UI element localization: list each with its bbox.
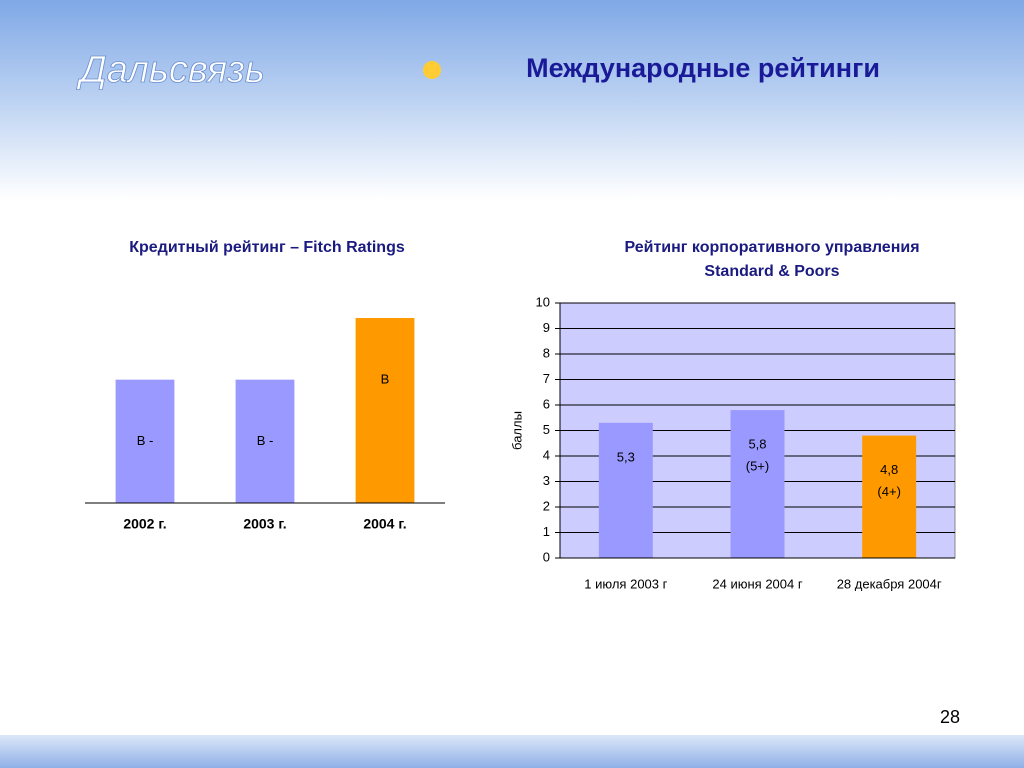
y-tick-label: 2: [543, 498, 550, 513]
y-tick-label: 7: [543, 371, 550, 386]
y-tick-label: 1: [543, 524, 550, 539]
bar: [730, 410, 785, 558]
value-label: 5,3: [617, 449, 635, 464]
y-tick-label: 9: [543, 320, 550, 335]
y-tick-label: 3: [543, 473, 550, 488]
bar: [862, 435, 917, 558]
chart-title: Рейтинг корпоративного управления: [624, 239, 919, 256]
footer-strip: [0, 735, 1024, 768]
value-label: (5+): [746, 459, 769, 474]
x-tick-label: 2002 г.: [123, 516, 166, 532]
y-tick-label: 5: [543, 422, 550, 437]
x-tick-label: 24 июня 2004 г: [712, 576, 802, 591]
bar: [355, 318, 415, 503]
y-tick-label: 0: [543, 549, 550, 564]
value-label: (4+): [877, 484, 900, 499]
value-label: B -: [257, 433, 274, 448]
value-label: 5,8: [748, 437, 766, 452]
chart-title: Кредитный рейтинг – Fitch Ratings: [129, 239, 405, 256]
logo: Дальсвязь: [76, 49, 265, 91]
bar: [598, 422, 653, 558]
bar: [115, 379, 175, 503]
x-tick-label: 1 июля 2003 г: [584, 576, 667, 591]
y-tick-label: 6: [543, 396, 550, 411]
y-axis-label: баллы: [509, 411, 524, 450]
page-number: 28: [940, 707, 960, 727]
bar: [235, 379, 295, 503]
sky-header: [0, 0, 1024, 200]
y-tick-label: 10: [536, 294, 550, 309]
y-tick-label: 4: [543, 447, 550, 462]
chart-title: Standard & Poors: [704, 263, 839, 280]
x-tick-label: 2004 г.: [363, 516, 406, 532]
logo-dot: [423, 61, 441, 79]
value-label: B -: [137, 433, 154, 448]
x-tick-label: 28 декабря 2004г: [837, 576, 942, 591]
value-label: B: [381, 371, 390, 386]
y-tick-label: 8: [543, 345, 550, 360]
x-tick-label: 2003 г.: [243, 516, 286, 532]
slide-title: Международные рейтинги: [526, 53, 880, 83]
value-label: 4,8: [880, 462, 898, 477]
